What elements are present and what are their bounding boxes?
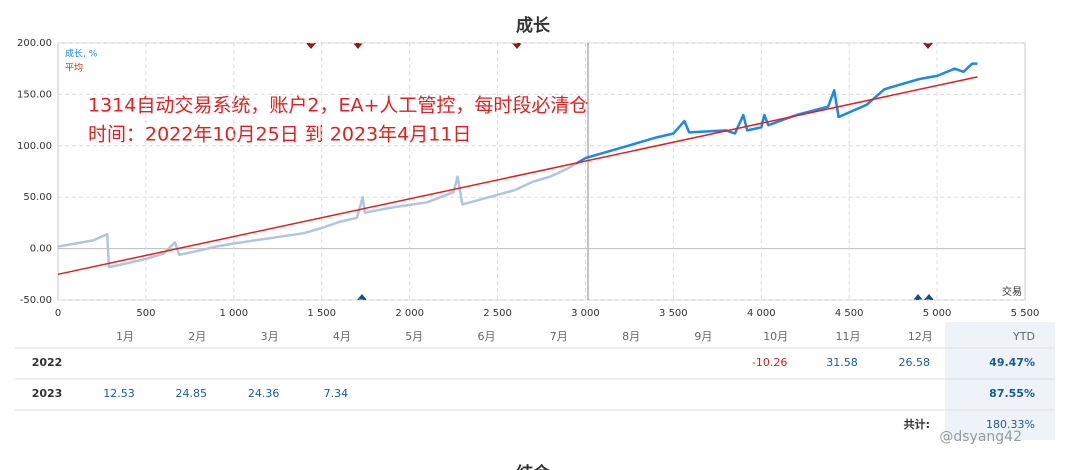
table-cell: 24.36 <box>248 387 280 400</box>
table-cell: 24.85 <box>176 387 208 400</box>
table-header: 8月 <box>622 330 640 343</box>
event-marker <box>306 43 316 49</box>
event-marker <box>353 43 363 49</box>
row-label: 2022 <box>32 356 63 369</box>
row-label: 2023 <box>32 387 63 400</box>
table-header: 1月 <box>116 330 134 343</box>
x-tick-label: 500 <box>136 308 155 319</box>
annotation: 1314自动交易系统，账户2，EA+人工管控，每时段必清仓 <box>88 95 588 117</box>
event-markers <box>306 43 933 49</box>
table-cell: 26.58 <box>899 356 931 369</box>
event-marker <box>913 294 923 300</box>
next-section-title: 结余 <box>516 463 551 470</box>
y-tick-label: 150.00 <box>17 89 52 100</box>
table-header: 7月 <box>550 330 568 343</box>
series-line <box>57 76 978 276</box>
event-marker <box>512 43 522 49</box>
x-tick-label: 2 500 <box>483 308 512 319</box>
y-tick-label: -50.00 <box>20 295 52 306</box>
table-header: 11月 <box>836 330 861 343</box>
x-tick-label: 5 500 <box>1011 308 1040 319</box>
x-axis-label: 交易 <box>1002 285 1022 298</box>
table-header: 10月 <box>763 330 788 343</box>
total-label: 共计: <box>904 417 930 431</box>
chart-title: 成长 <box>516 15 551 36</box>
table-header: 5月 <box>405 330 423 343</box>
table-cell: -10.26 <box>752 356 787 369</box>
x-tick-label: 4 000 <box>747 308 776 319</box>
event-markers <box>357 294 934 300</box>
table-header: 9月 <box>694 330 712 343</box>
total-value: 180.33% <box>986 418 1035 431</box>
event-marker <box>357 294 367 300</box>
legend-label: 成长, % <box>65 48 98 60</box>
x-tick-label: 1 000 <box>219 308 248 319</box>
table-cell: 7.34 <box>324 387 349 400</box>
table-header: 6月 <box>478 330 496 343</box>
x-tick-label: 2 000 <box>395 308 424 319</box>
legend-label: 平均 <box>65 62 83 74</box>
table-header: 2月 <box>188 330 206 343</box>
ytd-column-bg <box>945 322 1055 440</box>
ytd-cell: 49.47% <box>989 356 1035 369</box>
y-tick-label: 100.00 <box>17 141 52 152</box>
series-line <box>57 62 978 269</box>
table-cell: 12.53 <box>103 387 135 400</box>
ytd-cell: 87.55% <box>989 387 1035 400</box>
x-tick-label: 1 500 <box>307 308 336 319</box>
x-tick-label: 5 000 <box>923 308 952 319</box>
x-tick-label: 0 <box>55 308 61 319</box>
x-tick-label: 3 000 <box>571 308 600 319</box>
x-tick-label: 3 500 <box>659 308 688 319</box>
y-tick-label: 0.00 <box>30 244 52 255</box>
table-header: 12月 <box>908 330 933 343</box>
watermark: @dsyang42 <box>939 429 1022 445</box>
table-header: 4月 <box>333 330 351 343</box>
annotation: 时间：2022年10月25日 到 2023年4月11日 <box>88 124 471 146</box>
y-tick-label: 200.00 <box>17 38 52 49</box>
event-marker <box>924 294 934 300</box>
table-header: 3月 <box>261 330 279 343</box>
table-header: YTD <box>1012 330 1035 343</box>
event-marker <box>923 43 933 49</box>
y-tick-label: 50.00 <box>23 192 52 203</box>
x-tick-label: 4 500 <box>835 308 864 319</box>
plot-frame <box>57 42 1026 301</box>
table-cell: 31.58 <box>826 356 858 369</box>
